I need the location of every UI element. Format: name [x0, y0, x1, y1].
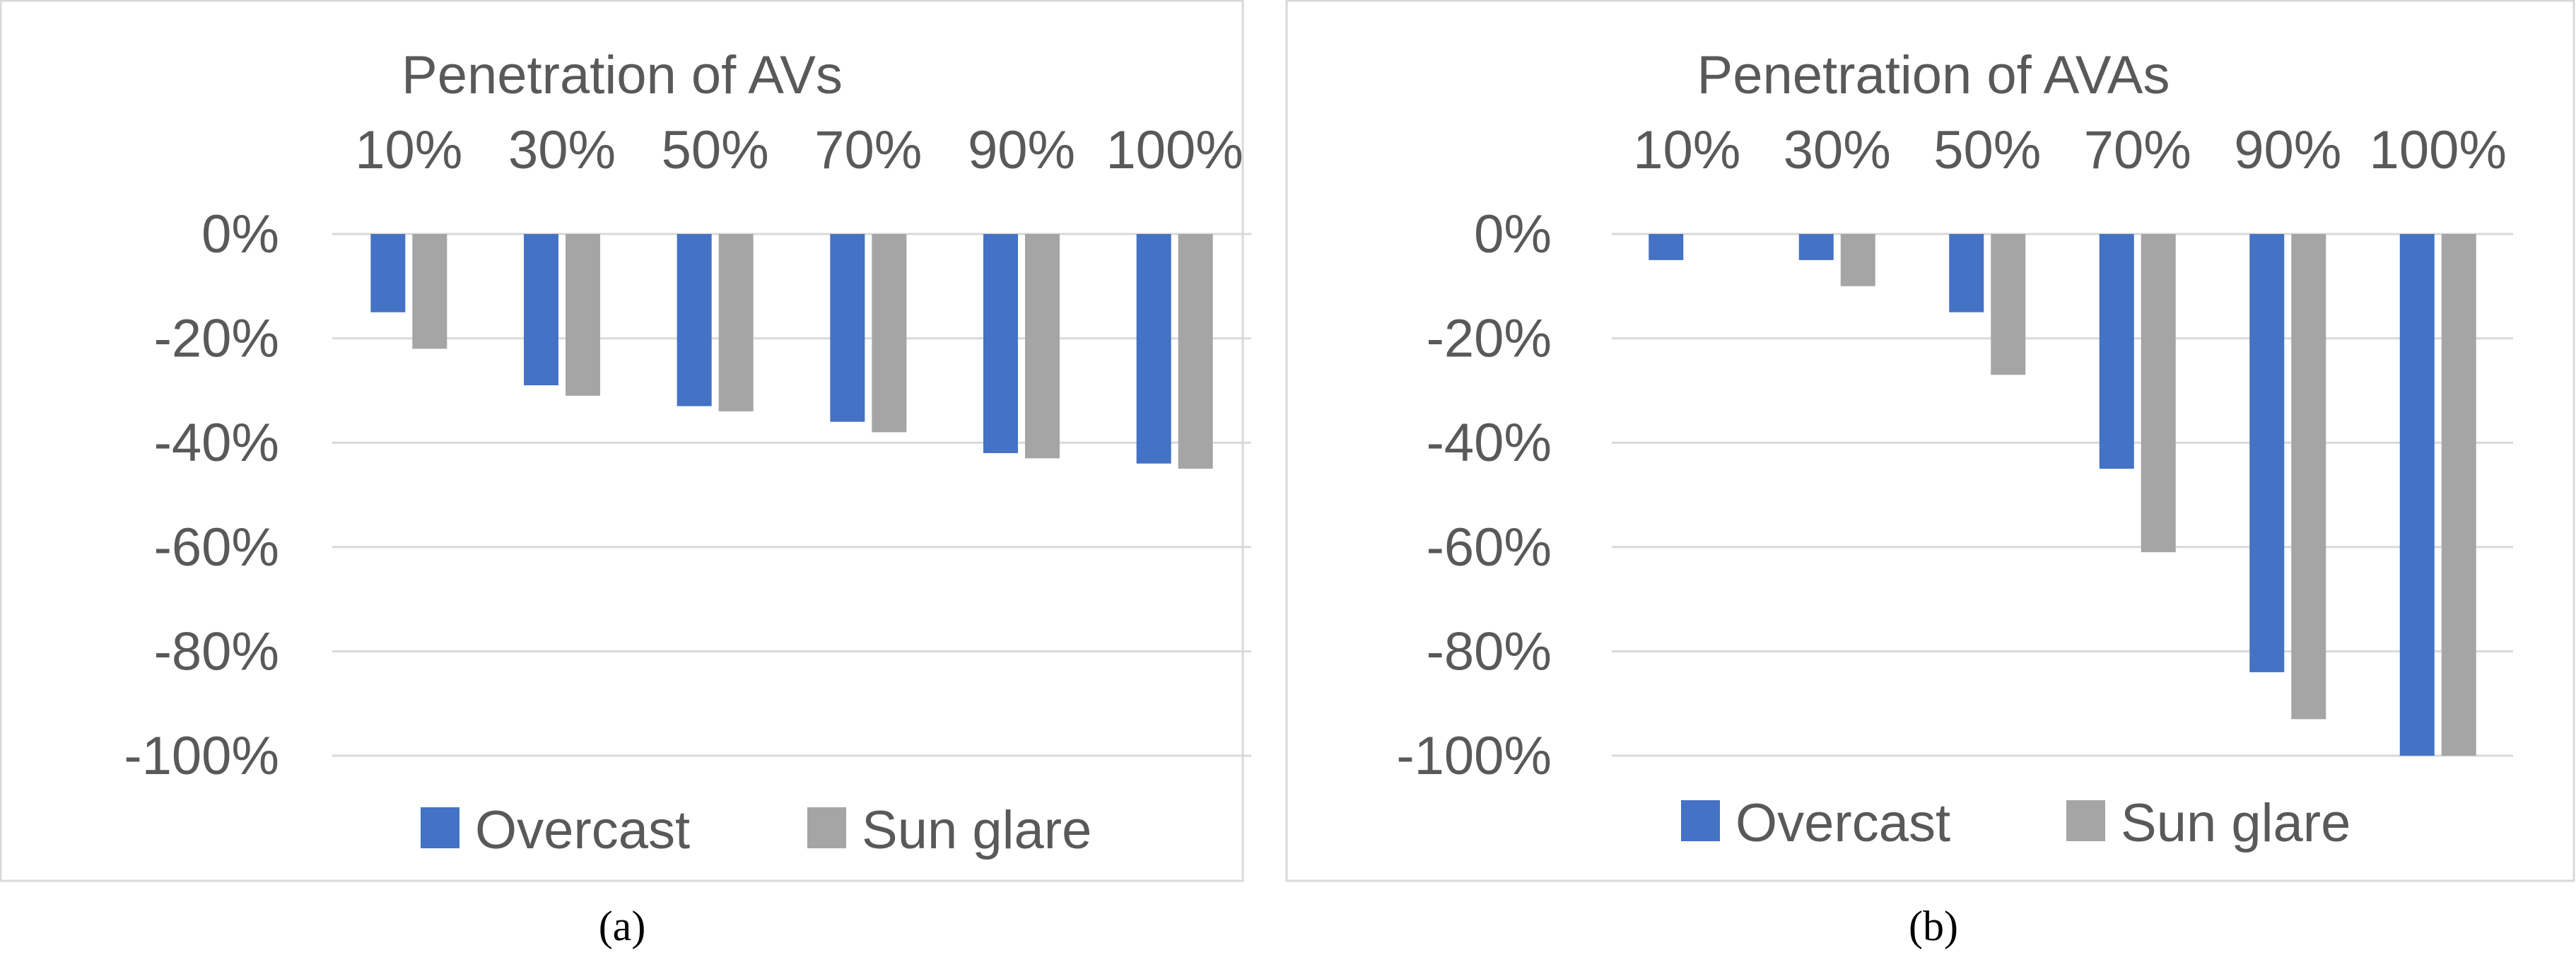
panel-b-legend-overcast-swatch	[1681, 800, 1720, 841]
bar-overcast	[983, 234, 1018, 453]
bar-overcast	[1949, 234, 1984, 312]
panel-a: Penetration of AVs 0% -20% -40% -60% -80% -10…	[0, 0, 1251, 949]
y-tick-label: -40%	[154, 413, 279, 473]
panel-b-gridlines	[1612, 233, 2513, 757]
panel-a-legend-overcast-label: Overcast	[475, 800, 690, 860]
panel-b-category-axis: 10% 30% 50% 70% 90% 100%	[1633, 120, 2507, 180]
bar-overcast	[830, 234, 865, 422]
category-tick-label: 90%	[968, 120, 1075, 180]
category-tick-label: 50%	[1933, 120, 2041, 180]
y-tick-label: -100%	[1396, 726, 1552, 786]
category-tick-label: 10%	[355, 120, 462, 180]
panel-a-legend: Overcast Sun glare	[421, 800, 1091, 860]
y-tick-label: 0%	[201, 204, 279, 264]
bar-sun-glare	[872, 234, 907, 433]
bar-sun-glare	[2141, 234, 2176, 553]
panel-a-legend-sun-glare-label: Sun glare	[862, 800, 1091, 860]
bar-overcast	[1649, 234, 1684, 260]
panel-b-y-axis: 0% -20% -40% -60% -80% -100%	[1396, 204, 1552, 786]
panel-b-frame	[1285, 0, 2575, 882]
category-tick-label: 70%	[814, 120, 922, 180]
bar-sun-glare	[1178, 234, 1213, 469]
panel-b-legend-sun-glare-label: Sun glare	[2121, 793, 2350, 853]
bar-sun-glare	[1991, 234, 2026, 375]
panel-b-title: Penetration of AVAs	[1697, 45, 2170, 105]
panel-a-legend-sun-glare-swatch	[807, 807, 846, 848]
panel-a-y-axis: 0% -20% -40% -60% -80% -100%	[124, 204, 279, 786]
y-tick-label: -40%	[1427, 413, 1552, 473]
panel-a-legend-overcast-swatch	[421, 807, 459, 848]
y-tick-label: -100%	[124, 726, 279, 786]
bar-overcast	[2249, 234, 2285, 672]
bar-overcast	[2399, 234, 2435, 756]
bar-sun-glare	[718, 234, 754, 411]
bar-sun-glare	[2291, 234, 2326, 720]
y-tick-label: -20%	[154, 309, 279, 369]
category-tick-label: 30%	[508, 120, 616, 180]
panel-a-title: Penetration of AVs	[402, 45, 843, 105]
category-tick-label: 90%	[2234, 120, 2341, 180]
category-tick-label: 50%	[662, 120, 769, 180]
category-tick-label: 10%	[1633, 120, 1740, 180]
bar-overcast	[2099, 234, 2134, 469]
category-tick-label: 100%	[1106, 120, 1243, 180]
bar-overcast	[524, 234, 558, 386]
panel-b: Penetration of AVAs 0% -20% -40% -60% -80% -1…	[1285, 0, 2575, 949]
y-tick-label: -60%	[154, 517, 279, 578]
y-tick-label: -20%	[1427, 309, 1552, 369]
category-tick-label: 30%	[1784, 120, 1891, 180]
y-tick-label: -60%	[1427, 517, 1552, 578]
bar-overcast	[1798, 234, 1834, 260]
panel-a-gridlines	[332, 233, 1251, 757]
panel-b-legend: Overcast Sun glare	[1681, 793, 2350, 853]
bar-overcast	[1136, 234, 1171, 464]
bar-overcast	[370, 234, 406, 312]
bar-sun-glare	[1025, 234, 1060, 459]
panel-b-legend-sun-glare-swatch	[2066, 800, 2105, 841]
bar-sun-glare	[2441, 234, 2476, 756]
bar-sun-glare	[1840, 234, 1875, 286]
panel-b-bars	[1649, 234, 2476, 756]
panel-b-legend-overcast-label: Overcast	[1735, 793, 1950, 853]
panel-b-caption: (b)	[1909, 903, 1958, 949]
category-tick-label: 70%	[2084, 120, 2191, 180]
panel-a-category-axis: 10% 30% 50% 70% 90% 100%	[355, 120, 1243, 180]
y-tick-label: 0%	[1474, 204, 1552, 264]
y-tick-label: -80%	[1427, 621, 1552, 681]
category-tick-label: 100%	[2370, 120, 2507, 180]
panel-a-bars	[370, 234, 1213, 469]
bar-sun-glare	[566, 234, 600, 396]
bar-sun-glare	[412, 234, 447, 349]
y-tick-label: -80%	[154, 621, 279, 681]
panel-a-caption: (a)	[599, 903, 646, 949]
bar-overcast	[677, 234, 712, 406]
